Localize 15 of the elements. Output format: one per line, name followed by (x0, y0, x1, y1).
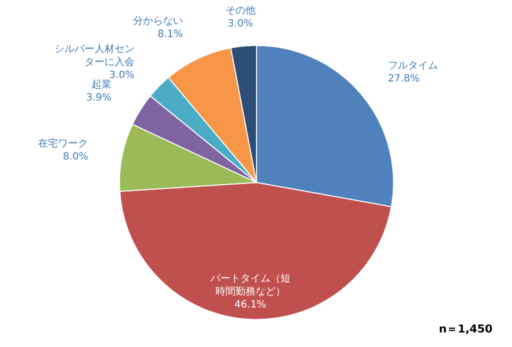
slice-label: その他 (225, 4, 256, 17)
slice-label: 起業 (92, 78, 112, 90)
slice-label: シルバー人材センターに入会 (54, 42, 135, 68)
text: n＝1,450 (438, 322, 493, 336)
slice-label: フルタイム (388, 60, 438, 72)
data-label: 46.1% (234, 299, 266, 310)
slice-label: パートタイム（短時間勤務など） (209, 273, 290, 298)
slice-label: 在宅ワーク (38, 138, 88, 150)
data-label: 3.0% (109, 70, 135, 81)
data-label: 27.8% (388, 74, 420, 85)
data-label: 8.1% (158, 28, 184, 40)
data-label: 3.0% (228, 18, 254, 30)
data-label: 3.9% (86, 92, 112, 104)
data-label: 8.0% (62, 152, 88, 163)
slice-label: 分からない (133, 14, 184, 27)
